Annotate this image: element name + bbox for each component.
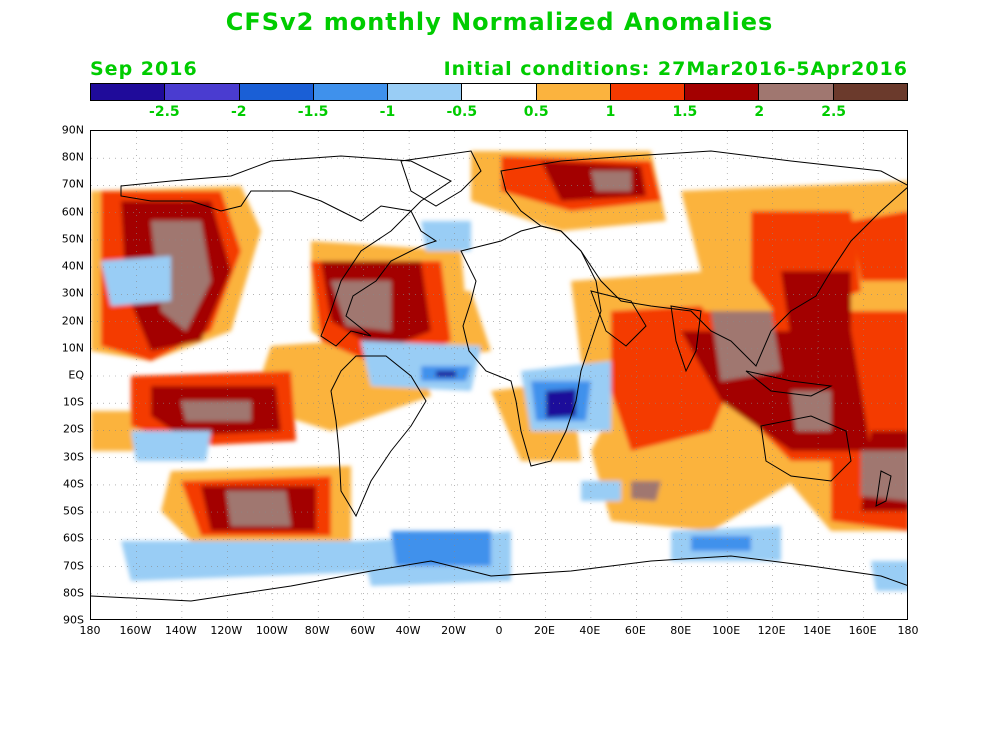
- latitude-tick-label: 40S: [63, 477, 84, 491]
- latitude-tick-label: 80S: [63, 586, 84, 600]
- colorbar-label: 2: [754, 104, 765, 120]
- anomaly-map: [90, 130, 908, 620]
- map-grid: [91, 131, 907, 619]
- latitude-tick-label: 50N: [61, 232, 84, 246]
- latitude-tick-label: 20N: [61, 314, 84, 328]
- latitude-tick-label: 70S: [63, 559, 84, 573]
- latitude-tick-label: 80N: [61, 150, 84, 164]
- initial-conditions: Initial conditions: 27Mar2016-5Apr2016: [443, 58, 908, 80]
- map-svg: [91, 131, 907, 619]
- longitude-tick-label: 140W: [164, 624, 197, 637]
- latitude-tick-label: 40N: [61, 259, 84, 273]
- colorbar-label: -0.5: [446, 104, 478, 120]
- colorbar-swatch: [685, 84, 760, 100]
- longitude-tick-label: 180: [897, 624, 919, 637]
- latitude-tick-label: 70N: [61, 177, 84, 191]
- colorbar-label: 0.5: [523, 104, 549, 120]
- colorbar-swatch: [759, 84, 834, 100]
- colorbar-swatch: [388, 84, 463, 100]
- longitude-tick-label: 120E: [757, 624, 786, 637]
- colorbar: [90, 83, 908, 101]
- colorbar-label: -1.5: [297, 104, 329, 120]
- latitude-tick-label: 60S: [63, 531, 84, 545]
- longitude-tick-label: 80W: [304, 624, 330, 637]
- longitude-tick-label: 20W: [441, 624, 466, 637]
- latitude-tick-label: 10S: [63, 395, 84, 409]
- latitude-tick-label: 30N: [61, 286, 84, 300]
- chart-title: CFSv2 monthly Normalized Anomalies: [225, 8, 774, 36]
- colorbar-label: 1: [605, 104, 616, 120]
- colorbar-label: 2.5: [821, 104, 847, 120]
- longitude-tick-label: 40E: [579, 624, 601, 637]
- longitude-tick-label: 80E: [670, 624, 692, 637]
- latitude-tick-label: 30S: [63, 450, 84, 464]
- colorbar-label: -1: [379, 104, 396, 120]
- latitude-tick-label: 50S: [63, 504, 84, 518]
- longitude-tick-label: 120W: [210, 624, 243, 637]
- longitude-tick-label: 180: [79, 624, 101, 637]
- coastlines: [91, 150, 907, 602]
- longitude-tick-label: 140E: [803, 624, 832, 637]
- colorbar-swatch: [610, 84, 686, 100]
- longitude-tick-label: 0: [495, 624, 503, 637]
- colorbar-swatch: [165, 84, 240, 100]
- latitude-tick-label: 90S: [63, 613, 84, 627]
- longitude-tick-label: 100W: [255, 624, 288, 637]
- colorbar-swatch: [462, 84, 537, 100]
- colorbar-swatch: [536, 84, 611, 100]
- colorbar-label: 1.5: [672, 104, 698, 120]
- latitude-tick-label: 20S: [63, 422, 84, 436]
- colorbar-label: -2: [230, 104, 247, 120]
- latitude-tick-label: 10N: [61, 341, 84, 355]
- forecast-month: Sep 2016: [90, 58, 198, 80]
- longitude-tick-label: 160E: [848, 624, 877, 637]
- latitude-tick-label: 60N: [61, 205, 84, 219]
- colorbar-swatch: [833, 84, 907, 100]
- longitude-tick-label: 160W: [119, 624, 152, 637]
- longitude-tick-label: 60E: [624, 624, 646, 637]
- latitude-tick-label: EQ: [68, 368, 84, 382]
- latitude-tick-label: 90N: [61, 123, 84, 137]
- colorbar-label: -2.5: [149, 104, 180, 120]
- longitude-tick-label: 60W: [350, 624, 376, 637]
- longitude-tick-label: 40W: [395, 624, 421, 637]
- longitude-tick-label: 20E: [533, 624, 555, 637]
- colorbar-swatch: [91, 84, 166, 100]
- colorbar-swatch: [313, 84, 389, 100]
- colorbar-swatch: [239, 84, 314, 100]
- anomaly-field: [91, 151, 907, 591]
- longitude-tick-label: 100E: [712, 624, 741, 637]
